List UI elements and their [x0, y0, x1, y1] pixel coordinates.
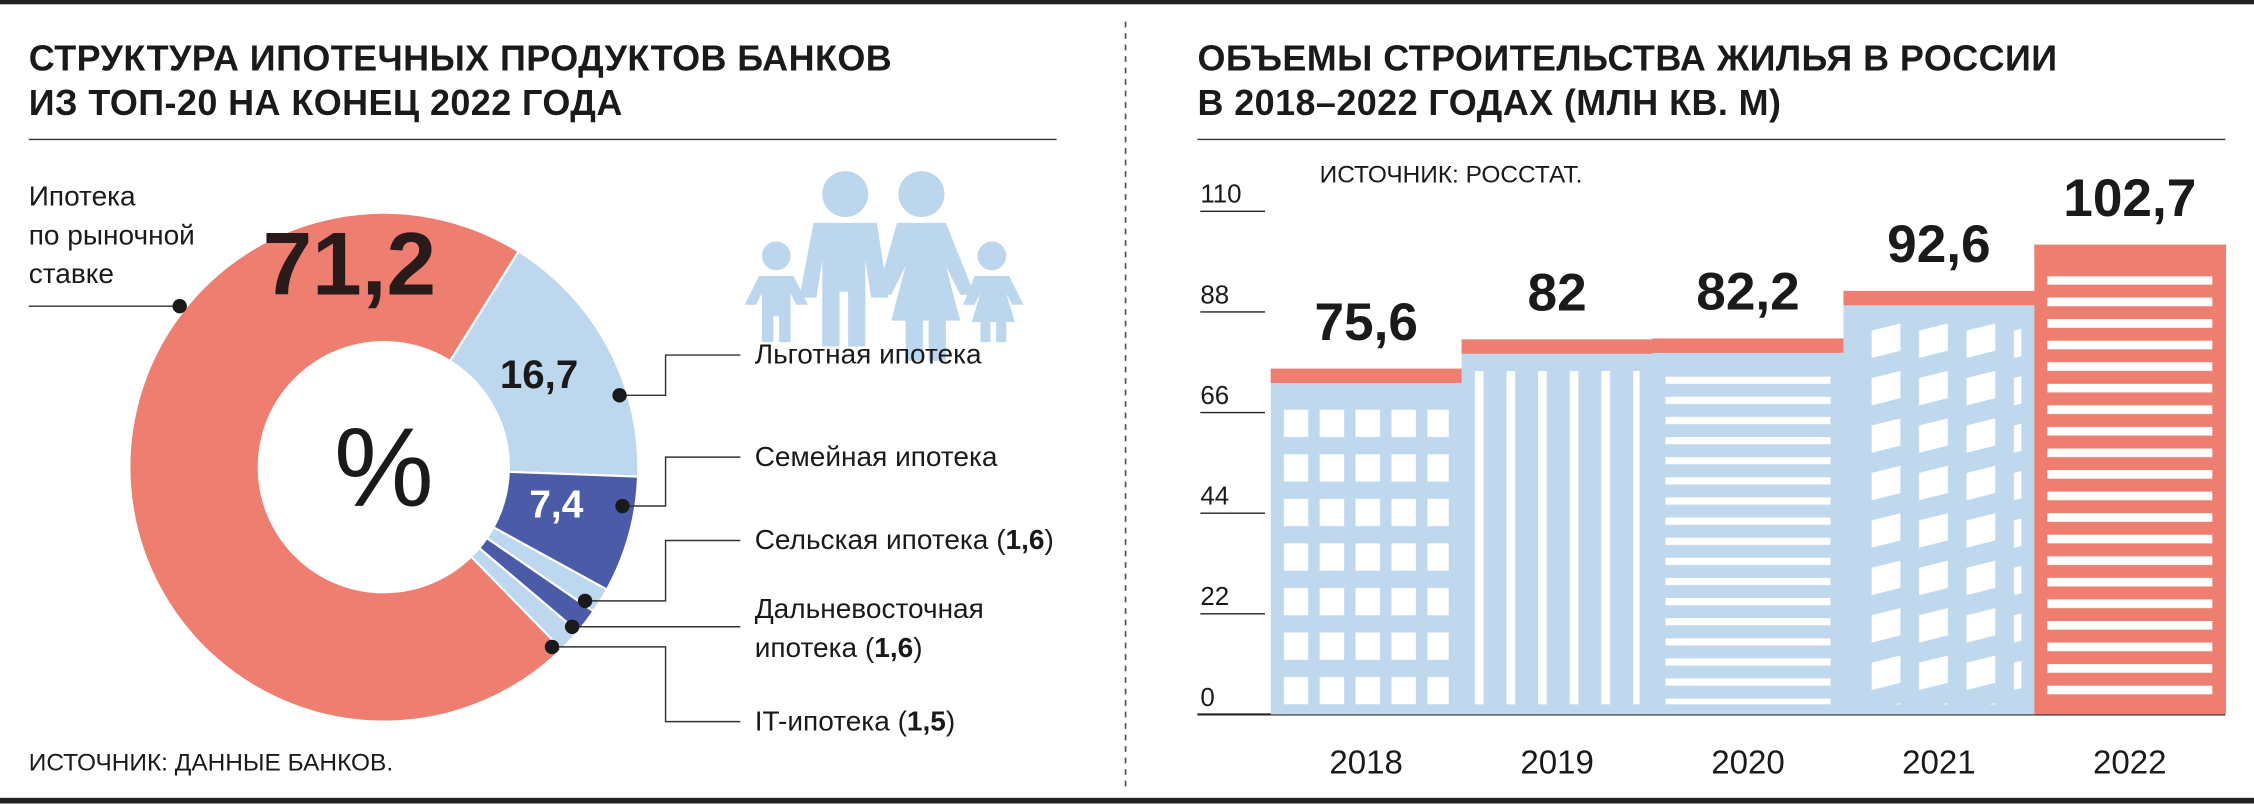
- x-tick-label: 2018: [1329, 744, 1403, 781]
- bracket: ): [1044, 524, 1054, 557]
- value-label: 71,2: [263, 214, 436, 314]
- bar-cap: [1270, 368, 1463, 384]
- value-label: 75,6: [1314, 293, 1418, 352]
- value-label: 1,5: [906, 705, 946, 738]
- leader-dot: [577, 593, 593, 609]
- legend-text: Дальневосточная ипотека: [754, 593, 984, 665]
- donut-slice: [128, 211, 564, 723]
- legend-text: Сельская ипотека: [754, 524, 989, 557]
- family-icon: [744, 171, 1024, 361]
- value-label: 16,7: [500, 352, 578, 397]
- bottom-border: [0, 797, 2254, 804]
- leader-dot: [172, 299, 187, 314]
- legend-label: Ипотека по рыночной ставке: [29, 178, 195, 294]
- value-label: 1,6: [874, 632, 914, 665]
- bar-windows: [1474, 371, 1640, 705]
- source: ИСТОЧНИК: ДАННЫЕ БАНКОВ.: [28, 748, 394, 777]
- x-tick-label: 2019: [1520, 744, 1594, 781]
- center-label: %: [334, 405, 434, 530]
- legend-label: IT-ипотека (1,5): [755, 703, 956, 742]
- value-label: 102,7: [2063, 169, 2196, 228]
- bar-cap: [2034, 244, 2226, 260]
- bracket: ): [945, 705, 956, 738]
- y-tick-label: 44: [1200, 483, 1229, 511]
- chart-title: СТРУКТУРА ИПОТЕЧНЫХ ПРОДУКТОВ БАНКОВ ИЗ …: [28, 38, 893, 124]
- leader-line: [622, 456, 741, 507]
- legend-label: Льготная ипотека: [755, 336, 982, 375]
- bar-windows: [1665, 370, 1831, 705]
- value-label: 82: [1528, 264, 1587, 323]
- bar-windows: [1856, 322, 2022, 705]
- bracket: (: [864, 632, 875, 665]
- legend-label: Семейная ипотека: [755, 438, 998, 477]
- y-tick-label: 0: [1200, 684, 1214, 712]
- y-tick-label: 110: [1200, 181, 1241, 209]
- leader-line: [585, 539, 741, 602]
- leader-line: [619, 354, 741, 397]
- legend-label: Дальневосточная ипотека (1,6): [755, 591, 984, 669]
- leader-dot: [615, 498, 630, 514]
- value-label: 82,2: [1696, 263, 1800, 322]
- leader-dot: [612, 388, 627, 403]
- bar-windows: [1283, 400, 1449, 705]
- bracket: ): [913, 632, 923, 665]
- y-tick-label: 22: [1200, 583, 1229, 611]
- x-tick-label: 2022: [2093, 744, 2167, 781]
- y-tick-label: 66: [1200, 382, 1229, 410]
- leader-dot: [564, 619, 580, 634]
- x-tick-label: 2021: [1902, 744, 1976, 781]
- x-tick-label: 2020: [1711, 744, 1785, 781]
- bar-windows: [2047, 276, 2213, 705]
- legend-text: Семейная ипотека: [754, 441, 998, 473]
- legend-text: Ипотека по рыночной ставке: [28, 181, 195, 291]
- bracket: (: [996, 524, 1006, 557]
- source: ИСТОЧНИК: РОССТАТ.: [1319, 161, 1583, 189]
- bracket: (: [897, 705, 907, 738]
- donut-slice: [469, 546, 580, 651]
- bar-cap: [1652, 338, 1845, 353]
- legend-label: Сельская ипотека (1,6): [755, 522, 1054, 561]
- bar-cap: [1843, 290, 2036, 306]
- value-label: 1,6: [1005, 524, 1045, 557]
- leader-line: [552, 646, 741, 723]
- leader-dot: [544, 639, 560, 655]
- donut-slice: [448, 249, 640, 478]
- top-border: [0, 0, 2254, 5]
- legend-text: IT-ипотека: [754, 705, 890, 738]
- value-label: 92,6: [1887, 215, 1991, 274]
- bar-cap: [1461, 339, 1654, 354]
- chart-title: ОБЪЕМЫ СТРОИТЕЛЬСТВА ЖИЛЬЯ В РОССИИ В 20…: [1197, 38, 2058, 124]
- legend-text: Льготная ипотека: [754, 339, 982, 371]
- y-tick-label: 88: [1200, 281, 1229, 309]
- value-label: 7,4: [529, 484, 583, 527]
